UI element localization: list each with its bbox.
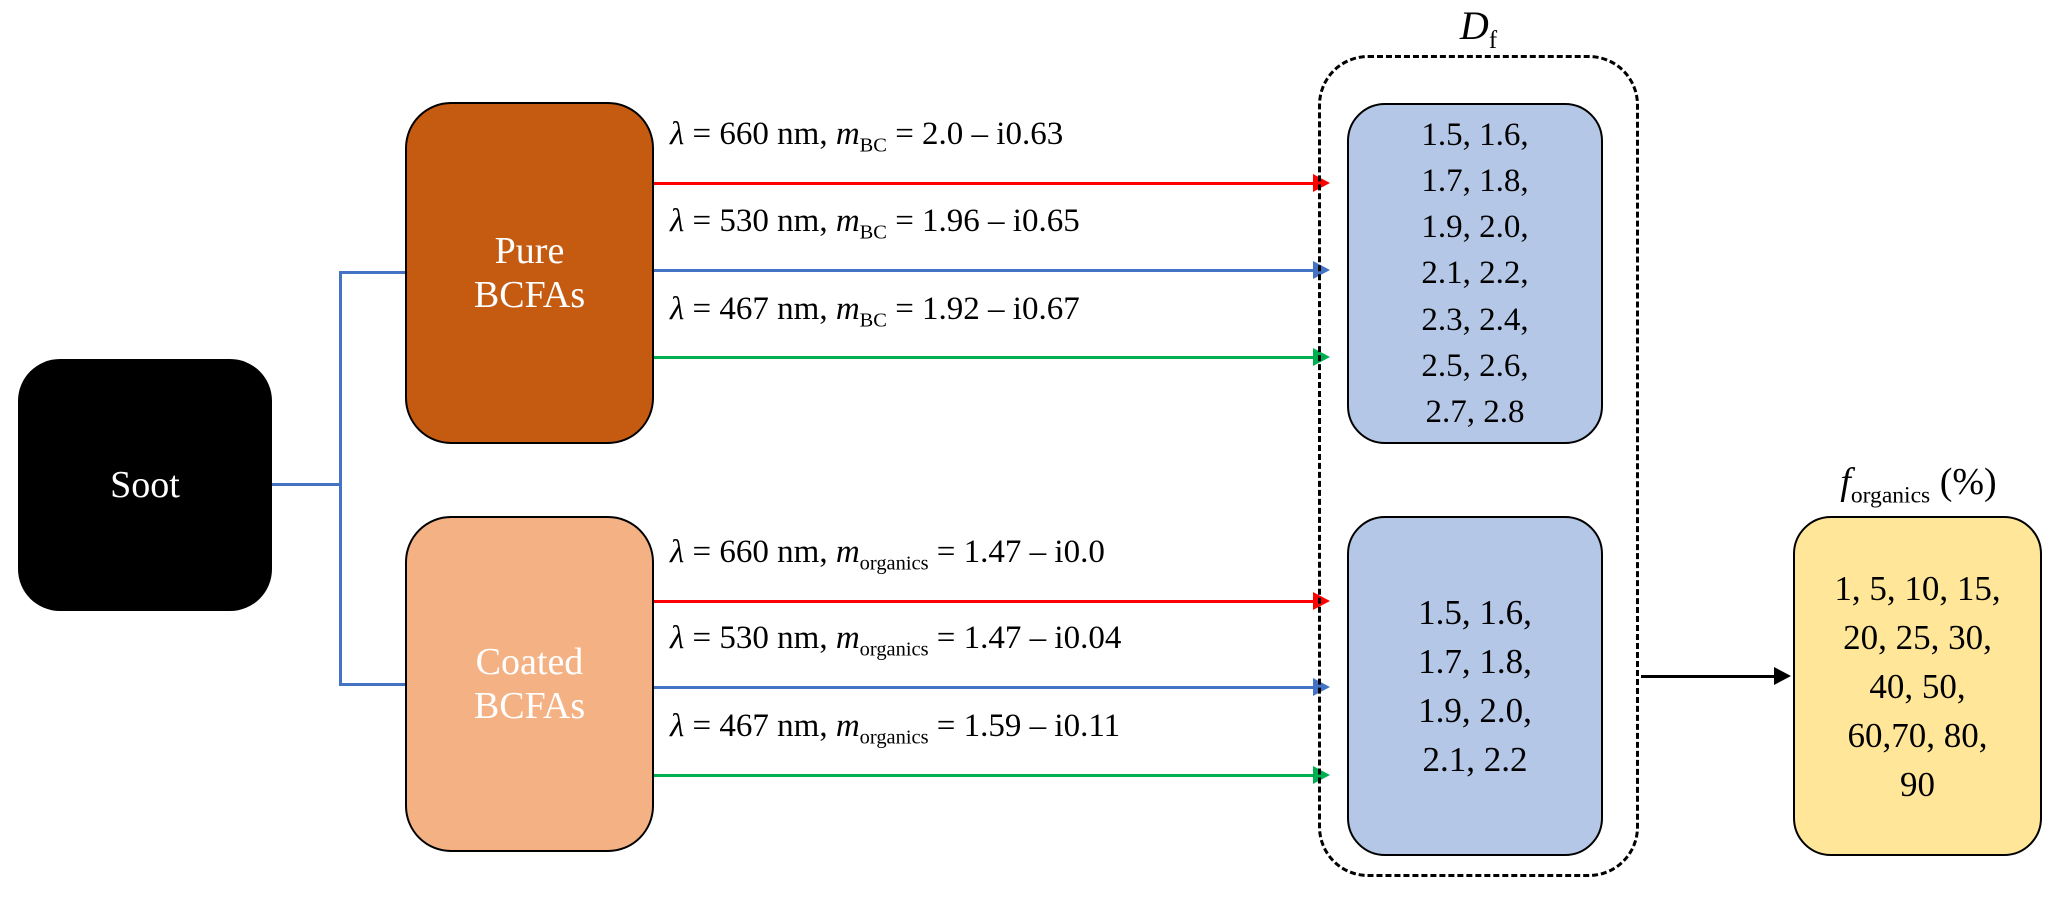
lambda-symbol: λ [670, 708, 685, 744]
connector-to-pure [339, 271, 407, 274]
arrow-blue-coated [654, 677, 1330, 697]
df-values-coated-box: 1.5, 1.6, 1.7, 1.8, 1.9, 2.0, 2.1, 2.2 [1347, 516, 1603, 856]
label-mid: = 660 nm, [684, 534, 836, 570]
m-subscript: organics [859, 552, 929, 575]
connector-vertical [339, 271, 342, 686]
pure-bcfas-node: Pure BCFAs [405, 102, 654, 444]
label-pure-467nm: λ = 467 nm, mBC = 1.92 – i0.67 [670, 291, 1080, 333]
m-symbol: m [835, 291, 860, 327]
arrowhead-icon [1313, 766, 1330, 784]
label-mid: = 467 nm, [684, 708, 836, 744]
df-group-container [1318, 55, 1639, 877]
arrow-red-coated [654, 591, 1330, 611]
df-values-pure: 1.5, 1.6, 1.7, 1.8, 1.9, 2.0, 2.1, 2.2, … [1421, 116, 1529, 430]
label-coated-467nm: λ = 467 nm, morganics = 1.59 – i0.11 [670, 708, 1120, 750]
arrowhead-icon [1313, 174, 1330, 192]
arrow-green-pure [654, 347, 1330, 367]
label-value: = 1.59 – i0.11 [928, 708, 1121, 744]
f-variable: f [1840, 461, 1851, 503]
m-subscript: organics [859, 638, 929, 661]
label-value: = 1.96 – i0.65 [886, 203, 1080, 239]
arrowhead-icon [1313, 678, 1330, 696]
arrow-shaft [654, 773, 1313, 777]
lambda-symbol: λ [670, 534, 685, 570]
arrowhead-icon [1313, 261, 1330, 279]
arrowhead-icon [1313, 348, 1330, 366]
connector-to-coated [339, 683, 407, 686]
label-coated-530nm: λ = 530 nm, morganics = 1.47 – i0.04 [670, 620, 1121, 662]
connector-soot-stem [272, 483, 342, 486]
m-symbol: m [835, 708, 860, 744]
label-pure-660nm: λ = 660 nm, mBC = 2.0 – i0.63 [670, 116, 1063, 158]
coated-bcfas-label: Coated BCFAs [473, 641, 586, 727]
label-coated-660nm: λ = 660 nm, morganics = 1.47 – i0.0 [670, 534, 1105, 576]
df-values-coated: 1.5, 1.6, 1.7, 1.8, 1.9, 2.0, 2.1, 2.2 [1418, 593, 1532, 779]
m-symbol: m [835, 620, 860, 656]
forganics-title: forganics (%) [1770, 460, 2067, 510]
df-variable: D [1459, 3, 1489, 48]
arrow-shaft [1641, 674, 1774, 678]
arrow-black-forganics [1641, 666, 1791, 686]
arrow-shaft [654, 599, 1313, 603]
label-mid: = 467 nm, [684, 291, 836, 327]
soot-node: Soot [18, 359, 272, 611]
label-mid: = 660 nm, [684, 116, 836, 152]
arrow-shaft [654, 268, 1313, 272]
arrow-shaft [654, 685, 1313, 689]
forganics-values: 1, 5, 10, 15, 20, 25, 30, 40, 50, 60,70,… [1834, 568, 2001, 804]
arrow-shaft [654, 181, 1313, 185]
arrow-green-coated [654, 765, 1330, 785]
label-pure-530nm: λ = 530 nm, mBC = 1.96 – i0.65 [670, 203, 1080, 245]
df-subscript: f [1488, 27, 1498, 54]
m-symbol: m [835, 203, 860, 239]
m-subscript: BC [859, 309, 887, 332]
label-value: = 1.47 – i0.04 [928, 620, 1122, 656]
df-group-title: Df [1318, 2, 1639, 55]
arrow-red-pure [654, 173, 1330, 193]
pure-bcfas-label: Pure BCFAs [473, 230, 586, 316]
f-unit: (%) [1930, 461, 1997, 503]
m-subscript: BC [859, 221, 887, 244]
label-mid: = 530 nm, [684, 203, 836, 239]
lambda-symbol: λ [670, 620, 685, 656]
arrow-blue-pure [654, 260, 1330, 280]
arrowhead-icon [1774, 667, 1791, 685]
label-value: = 1.92 – i0.67 [886, 291, 1080, 327]
label-value: = 2.0 – i0.63 [886, 116, 1064, 152]
arrow-shaft [654, 355, 1313, 359]
lambda-symbol: λ [670, 291, 685, 327]
label-mid: = 530 nm, [684, 620, 836, 656]
df-values-pure-box: 1.5, 1.6, 1.7, 1.8, 1.9, 2.0, 2.1, 2.2, … [1347, 103, 1603, 444]
arrowhead-icon [1313, 592, 1330, 610]
m-subscript: organics [859, 726, 929, 749]
soot-label: Soot [110, 464, 180, 506]
m-symbol: m [835, 116, 860, 152]
coated-bcfas-node: Coated BCFAs [405, 516, 654, 852]
label-value: = 1.47 – i0.0 [928, 534, 1105, 570]
lambda-symbol: λ [670, 203, 685, 239]
m-subscript: BC [859, 134, 887, 157]
lambda-symbol: λ [670, 116, 685, 152]
m-symbol: m [835, 534, 860, 570]
forganics-values-box: 1, 5, 10, 15, 20, 25, 30, 40, 50, 60,70,… [1793, 516, 2042, 856]
f-subscript: organics [1850, 482, 1931, 509]
